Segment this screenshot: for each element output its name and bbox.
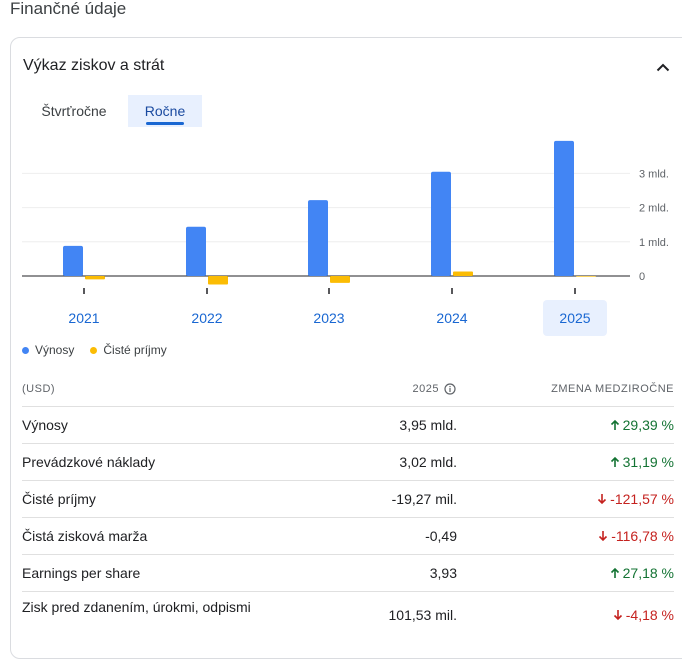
- bar-net-income-2021[interactable]: [85, 276, 105, 280]
- y-tick-label: 2 mld.: [639, 203, 669, 215]
- row-yoy-change: 31,19 %: [610, 454, 674, 470]
- bar-revenue-2023[interactable]: [308, 200, 328, 276]
- row-yoy-change-value: -116,78 %: [611, 527, 674, 544]
- collapse-button[interactable]: [652, 56, 674, 78]
- row-metric-name: Zisk pred zdanením, úrokmi, odpismi: [22, 599, 251, 615]
- row-metric-name: Prevádzkové náklady: [22, 453, 156, 470]
- row-yoy-change-value: -121,57 %: [610, 490, 674, 507]
- row-yoy-change: -4,18 %: [613, 607, 674, 623]
- tab-quarterly[interactable]: Štvrťročne: [41, 103, 107, 119]
- card-title: Výkaz ziskov a strát: [23, 57, 165, 74]
- arrow-down-icon: [598, 493, 607, 504]
- section-title: Finančné údaje: [10, 0, 127, 18]
- bar-net-income-2025[interactable]: [576, 276, 596, 277]
- row-value: -0,49: [425, 527, 457, 544]
- chart-legend: Výnosy Čisté príjmy: [22, 343, 167, 357]
- info-icon[interactable]: [444, 383, 456, 395]
- bar-revenue-2021[interactable]: [63, 245, 83, 276]
- legend-item-revenue: Výnosy: [22, 343, 74, 357]
- row-value: 3,93: [429, 564, 457, 581]
- row-metric-name: Earnings per share: [22, 564, 141, 581]
- y-tick-label: 3 mld.: [639, 168, 669, 180]
- table-row: Prevádzkové náklady 3,02 mld. 31,19 %: [22, 443, 674, 481]
- bar-net-income-2024[interactable]: [453, 271, 473, 276]
- currency-label: (USD): [22, 383, 56, 395]
- row-value: 3,95 mld.: [399, 416, 457, 433]
- x-tick-label-2023[interactable]: 2023: [313, 310, 344, 326]
- row-yoy-change-value: 27,18 %: [622, 564, 674, 581]
- arrow-down-icon: [599, 530, 608, 541]
- row-yoy-change: 29,39 %: [610, 417, 674, 433]
- row-metric-name: Čistá zisková marža: [22, 527, 148, 544]
- legend-dot-revenue: [22, 346, 29, 354]
- legend-dot-net-income: [90, 346, 98, 354]
- bar-net-income-2023[interactable]: [330, 276, 350, 283]
- bar-revenue-2022[interactable]: [186, 226, 206, 276]
- revenue-chart: 3 mld. 2 mld. 1 mld. 0 2021 2022 2023 2024 2025: [22, 140, 669, 336]
- legend-label-revenue: Výnosy: [35, 343, 75, 357]
- arrow-down-icon: [613, 610, 622, 621]
- table-row: Výnosy 3,95 mld. 29,39 %: [22, 406, 674, 444]
- row-value: 3,02 mld.: [399, 453, 457, 470]
- table-row: Čistá zisková marža -0,49 -116,78 %: [22, 517, 674, 555]
- row-yoy-change-value: 29,39 %: [622, 416, 674, 433]
- table-row: Zisk pred zdanením, úrokmi, odpismi 101,5…: [22, 591, 674, 640]
- y-tick-label: 0: [639, 271, 645, 283]
- legend-item-net-income: Čisté príjmy: [90, 343, 167, 357]
- row-yoy-change-value: -4,18 %: [625, 607, 674, 623]
- tab-annual[interactable]: Ročne: [128, 95, 202, 127]
- x-tick-label-2025[interactable]: 2025: [559, 310, 590, 326]
- selected-year-highlight: [543, 300, 607, 336]
- bar-revenue-2024[interactable]: [431, 171, 451, 276]
- table-row: Earnings per share 3,93 27,18 %: [22, 554, 674, 592]
- row-yoy-change: -116,78 %: [598, 528, 674, 544]
- arrow-up-icon: [610, 419, 619, 430]
- row-yoy-change-value: 31,19 %: [622, 453, 674, 470]
- legend-label-net-income: Čisté príjmy: [103, 343, 167, 357]
- chevron-up-icon: [656, 63, 670, 71]
- row-value: 101,53 mil.: [388, 607, 457, 623]
- row-metric-name: Čisté príjmy: [22, 490, 96, 507]
- x-tick-label-2022[interactable]: 2022: [191, 310, 222, 326]
- yoy-change-header: ZMENA MEDZIROČNE: [551, 383, 674, 395]
- bar-net-income-2022[interactable]: [208, 276, 228, 285]
- y-tick-label: 1 mld.: [639, 237, 669, 249]
- bar-revenue-2025[interactable]: [554, 140, 574, 276]
- arrow-up-icon: [610, 567, 619, 578]
- arrow-up-icon: [610, 456, 619, 467]
- row-yoy-change: -121,57 %: [597, 491, 674, 507]
- year-header-label: 2025: [412, 383, 439, 395]
- table-row: Čisté príjmy -19,27 mil. -121,57 %: [22, 480, 674, 518]
- x-tick-label-2024[interactable]: 2024: [436, 310, 467, 326]
- row-metric-name: Výnosy: [22, 416, 68, 433]
- row-yoy-change: 27,18 %: [610, 565, 674, 581]
- x-tick-label-2021[interactable]: 2021: [68, 310, 99, 326]
- row-value: -19,27 mil.: [391, 490, 457, 507]
- year-header: 2025: [413, 383, 456, 395]
